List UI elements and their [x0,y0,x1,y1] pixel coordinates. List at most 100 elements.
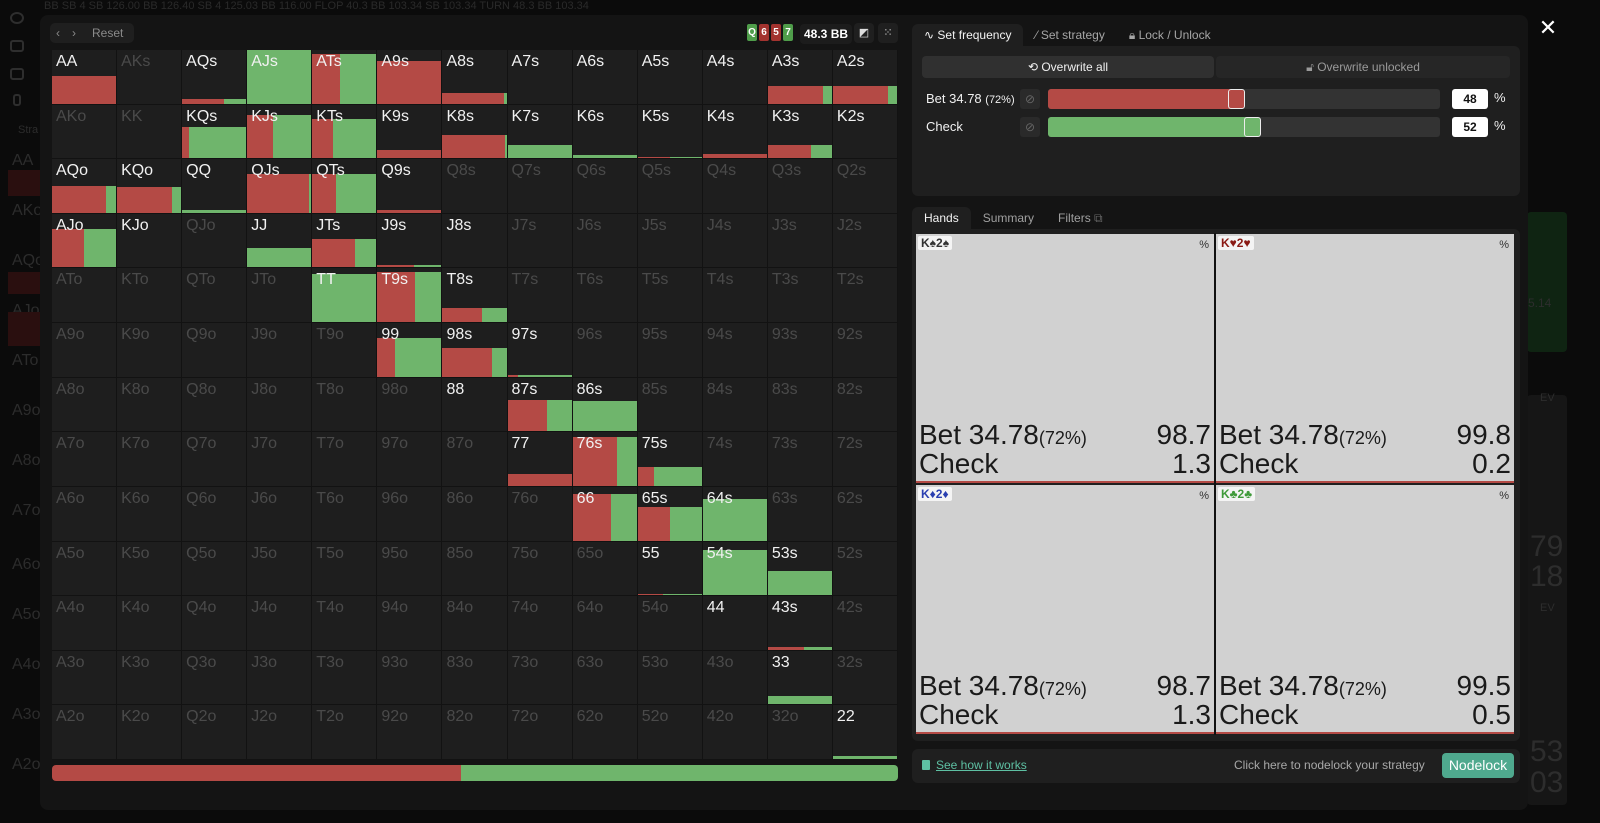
hand-cell-54o[interactable]: 54o [637,596,703,651]
hand-cell-JJ[interactable]: JJ [247,213,313,269]
hand-cell-Q2o[interactable]: Q2o [182,705,248,760]
hand-cell-98o[interactable]: 98o [377,377,443,433]
contrast-toggle-icon[interactable]: ◩ [854,23,874,43]
hand-cell-Q8o[interactable]: Q8o [182,377,248,433]
hand-cell-74o[interactable]: 74o [507,596,573,651]
hand-cell-A4o[interactable]: A4o [52,596,118,651]
hand-cell-42s[interactable]: 42s [832,596,898,651]
hand-cell-KK[interactable]: KK [117,104,183,160]
hand-cell-82s[interactable]: 82s [832,377,898,433]
hand-cell-72o[interactable]: 72o [507,705,573,760]
hand-cell-76o[interactable]: 76o [507,486,573,542]
hand-cell-55[interactable]: 55 [637,541,703,597]
hand-cell-94s[interactable]: 94s [702,323,768,378]
hand-cell-J6s[interactable]: J6s [572,213,638,269]
hand-cell-A4s[interactable]: A4s [702,50,768,105]
hand-cell-AJo[interactable]: AJo [52,213,118,269]
hand-cell-KTo[interactable]: KTo [117,268,183,324]
frequency-input[interactable]: 52 [1452,117,1488,137]
hand-cell-AQo[interactable]: AQo [52,159,118,214]
hand-cell-K4o[interactable]: K4o [117,596,183,651]
hand-cell-Q9o[interactable]: Q9o [182,323,248,378]
hand-cell-J2o[interactable]: J2o [247,705,313,760]
hand-cell-T8o[interactable]: T8o [312,377,378,433]
hand-cell-A6s[interactable]: A6s [572,50,638,105]
hand-cell-76s[interactable]: 76s [572,432,638,487]
hand-cell-K3s[interactable]: K3s [767,104,833,160]
hand-cell-54s[interactable]: 54s [702,541,768,597]
hand-cell-A7s[interactable]: A7s [507,50,573,105]
hand-cell-63o[interactable]: 63o [572,650,638,706]
hand-cell-T9s[interactable]: T9s [377,268,443,324]
hand-cell-J8s[interactable]: J8s [442,213,508,269]
hand-cell-J9o[interactable]: J9o [247,323,313,378]
hand-cell-T2s[interactable]: T2s [832,268,898,324]
hand-cell-87o[interactable]: 87o [442,432,508,487]
hand-cell-88[interactable]: 88 [442,377,508,433]
hand-cell-62s[interactable]: 62s [832,486,898,542]
hand-cell-52o[interactable]: 52o [637,705,703,760]
hand-cell-95o[interactable]: 95o [377,541,443,597]
hand-cell-82o[interactable]: 82o [442,705,508,760]
hand-cell-JTs[interactable]: JTs [312,213,378,269]
hand-cell-43o[interactable]: 43o [702,650,768,706]
hand-cell-T7s[interactable]: T7s [507,268,573,324]
hand-cell-Q8s[interactable]: Q8s [442,159,508,214]
hand-cell-86s[interactable]: 86s [572,377,638,433]
hand-cell-A2s[interactable]: A2s [832,50,898,105]
hand-cell-62o[interactable]: 62o [572,705,638,760]
hand-cell-Q6o[interactable]: Q6o [182,486,248,542]
hand-cell-T8s[interactable]: T8s [442,268,508,324]
hand-cell-98s[interactable]: 98s [442,323,508,378]
hand-cell-66[interactable]: 66 [572,486,638,542]
slider-thumb[interactable] [1243,117,1261,137]
hand-cell-K7s[interactable]: K7s [507,104,573,160]
hand-cell-94o[interactable]: 94o [377,596,443,651]
hand-cell-K8o[interactable]: K8o [117,377,183,433]
hand-cell-JTo[interactable]: JTo [247,268,313,324]
hand-cell-AA[interactable]: AA [52,50,118,105]
hand-cell-J3s[interactable]: J3s [767,213,833,269]
hand-cell-J2s[interactable]: J2s [832,213,898,269]
hand-cell-64s[interactable]: 64s [702,486,768,542]
hand-cell-Q6s[interactable]: Q6s [572,159,638,214]
hand-cell-96s[interactable]: 96s [572,323,638,378]
hand-cell-T5o[interactable]: T5o [312,541,378,597]
hand-cell-Q9s[interactable]: Q9s [377,159,443,214]
hand-cell-J5s[interactable]: J5s [637,213,703,269]
hand-cell-KJs[interactable]: KJs [247,104,313,160]
frequency-input[interactable]: 48 [1452,89,1488,109]
hand-cell-93s[interactable]: 93s [767,323,833,378]
hand-cell-AKo[interactable]: AKo [52,104,118,160]
hand-cell-K9s[interactable]: K9s [377,104,443,160]
tab-lock-unlock[interactable]: 🔒︎ Lock / Unlock [1128,28,1211,42]
hand-cell-72s[interactable]: 72s [832,432,898,487]
hand-cell-84s[interactable]: 84s [702,377,768,433]
hand-cell-J7s[interactable]: J7s [507,213,573,269]
hand-cell-95s[interactable]: 95s [637,323,703,378]
hand-cell-Q4s[interactable]: Q4s [702,159,768,214]
hand-cell-86o[interactable]: 86o [442,486,508,542]
hand-cell-53s[interactable]: 53s [767,541,833,597]
hand-cell-A9o[interactable]: A9o [52,323,118,378]
hand-cell-73s[interactable]: 73s [767,432,833,487]
hand-cell-K7o[interactable]: K7o [117,432,183,487]
hand-cell-K6s[interactable]: K6s [572,104,638,160]
hand-cell-A5s[interactable]: A5s [637,50,703,105]
hand-cell-97o[interactable]: 97o [377,432,443,487]
hand-cell-85o[interactable]: 85o [442,541,508,597]
hand-cell-J9s[interactable]: J9s [377,213,443,269]
hand-cell-93o[interactable]: 93o [377,650,443,706]
chevron-right-icon[interactable]: › [72,26,76,40]
hand-cell-42o[interactable]: 42o [702,705,768,760]
hand-cell-A3o[interactable]: A3o [52,650,118,706]
tab-summary[interactable]: Summary [982,211,1035,225]
hand-cell-74s[interactable]: 74s [702,432,768,487]
hand-cell-Q2s[interactable]: Q2s [832,159,898,214]
hand-cell-63s[interactable]: 63s [767,486,833,542]
hand-cell-65o[interactable]: 65o [572,541,638,597]
hand-cell-85s[interactable]: 85s [637,377,703,433]
hand-cell-A3s[interactable]: A3s [767,50,833,105]
hand-cell-QQ[interactable]: QQ [182,159,248,214]
hand-cell-64o[interactable]: 64o [572,596,638,651]
